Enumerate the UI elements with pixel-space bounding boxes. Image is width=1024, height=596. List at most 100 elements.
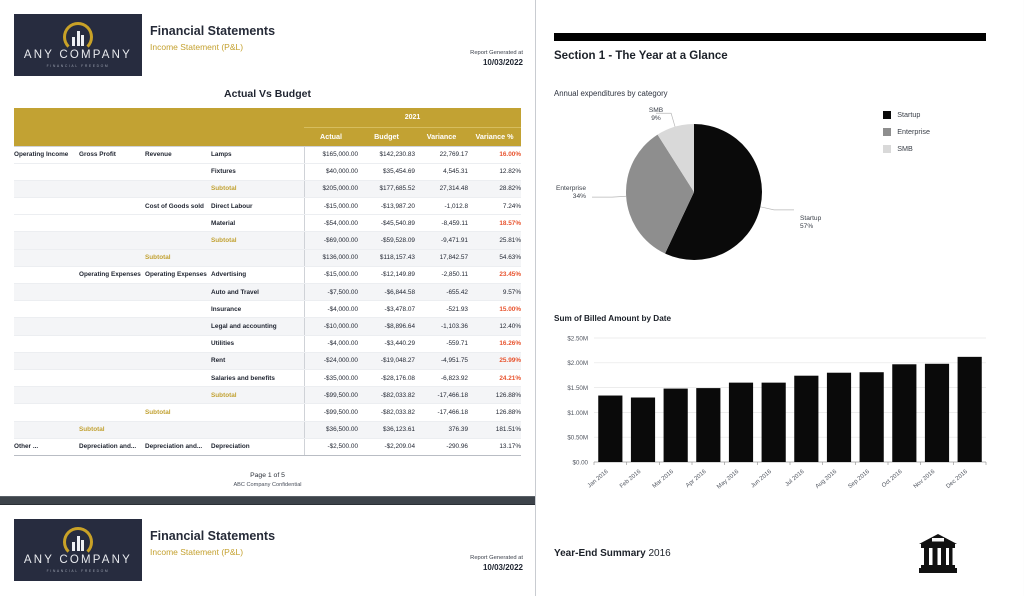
pie-chart[interactable]: Startup 57% Enterprise 34% SMB 9% Startup Ent… xyxy=(554,100,986,285)
table-row[interactable]: Operating Expenses Operating Expenses Adve… xyxy=(14,266,522,285)
cell-variance-pct: 18.57% xyxy=(468,214,522,233)
cell-actual: -$4,000.00 xyxy=(303,335,358,353)
table-row[interactable]: Subtotal -$99,500.00 -$82,033.82 -17,466.18… xyxy=(14,386,522,405)
column-header-variance-pct[interactable]: Variance % xyxy=(468,126,522,146)
sheet-title: Actual Vs Budget xyxy=(224,88,311,100)
report-page-1: ANY COMPANY FINANCIAL FREEDOM Financial … xyxy=(0,0,535,488)
bar-dec-2016[interactable] xyxy=(957,356,982,462)
table-row[interactable]: Rent -$24,000.00 -$19,048.27 -4,951.75 25.99… xyxy=(14,352,522,370)
row-level3 xyxy=(145,352,211,370)
pie-slice-startup[interactable] xyxy=(665,124,762,260)
row-level3 xyxy=(145,317,211,336)
row-level2 xyxy=(79,386,145,405)
row-level2 xyxy=(79,214,145,233)
cell-variance-pct: 15.00% xyxy=(468,300,522,319)
company-logo: ANY COMPANY FINANCIAL FREEDOM xyxy=(14,14,142,76)
bar-may-2016[interactable] xyxy=(728,382,754,462)
column-header-actual[interactable]: Actual xyxy=(304,126,358,146)
row-level1 xyxy=(14,180,79,199)
bar-feb-2016[interactable] xyxy=(630,397,656,462)
document-pane[interactable]: ANY COMPANY FINANCIAL FREEDOM Financial … xyxy=(0,0,536,596)
table-row[interactable]: Subtotal -$69,000.00 -$59,528.09 -9,471.91 2… xyxy=(14,231,522,250)
bar-oct-2016[interactable] xyxy=(892,364,917,462)
legend-label-smb: SMB xyxy=(897,144,913,153)
row-level1 xyxy=(14,421,79,439)
bar-chart[interactable]: $0.00 $0.50M $1.00M $1.50M $2.00M $2.50M Jan 2… xyxy=(554,330,994,505)
cell-variance: -521.93 xyxy=(415,300,468,319)
table-row[interactable]: Subtotal $205,000.00 $177,685.52 27,314.48 2… xyxy=(14,180,522,199)
x-axis-tick-label: Jan 2016 xyxy=(587,469,610,490)
x-axis-tick-label: Mar 2016 xyxy=(652,469,676,490)
cell-actual: $36,500.00 xyxy=(303,421,358,439)
legend-swatch-enterprise xyxy=(883,127,892,136)
row-level2 xyxy=(79,231,145,250)
bar-nov-2016[interactable] xyxy=(924,363,950,462)
bar-jul-2016[interactable] xyxy=(794,375,819,462)
cell-budget: -$13,987.20 xyxy=(358,197,415,216)
page-subtitle-2: Income Statement (P&L) xyxy=(150,546,244,557)
bar-jan-2016[interactable] xyxy=(598,395,623,462)
legend-item-startup[interactable]: Startup xyxy=(883,110,930,119)
confidential-note: ABC Company Confidential xyxy=(233,481,302,488)
table-row[interactable]: Other ... Depreciation and... Depreciation… xyxy=(14,437,522,456)
bar-apr-2016[interactable] xyxy=(696,388,721,462)
x-axis-tick-label: Apr 2016 xyxy=(685,469,708,490)
pie-value-enterprise: 34% xyxy=(573,193,586,200)
table-row[interactable]: Subtotal $136,000.00 $118,157.43 17,842.57 5… xyxy=(14,249,522,267)
table-row[interactable]: Material -$54,000.00 -$45,540.89 -8,459.11 1… xyxy=(14,214,522,233)
x-axis-tick-label: Aug 2016 xyxy=(815,469,839,491)
cell-variance: 22,769.17 xyxy=(415,145,468,164)
cell-variance: -9,471.91 xyxy=(415,231,468,250)
cell-actual: $165,000.00 xyxy=(303,145,358,164)
row-level4: Rent xyxy=(211,352,304,370)
row-level1 xyxy=(14,403,79,422)
page-title-2: Financial Statements xyxy=(150,528,276,543)
row-level3 xyxy=(145,180,211,199)
legend-item-enterprise[interactable]: Enterprise xyxy=(883,127,930,136)
row-level3 xyxy=(145,421,211,439)
column-header-variance[interactable]: Variance xyxy=(415,126,468,146)
bar-sep-2016[interactable] xyxy=(859,372,884,462)
table-row[interactable]: Auto and Travel -$7,500.00 -$6,844.58 -655.… xyxy=(14,283,522,302)
row-level1 xyxy=(14,335,79,353)
y-axis-tick-label: $1.00M xyxy=(567,410,588,417)
cell-variance: 27,314.48 xyxy=(415,180,468,199)
table-row[interactable]: Legal and accounting -$10,000.00 -$8,896.6… xyxy=(14,317,522,336)
table-row[interactable]: Salaries and benefits -$35,000.00 -$28,176… xyxy=(14,369,522,388)
row-level4: Subtotal xyxy=(211,386,304,405)
table-row[interactable]: Subtotal $36,500.00 $36,123.61 376.39 181.51… xyxy=(14,421,522,439)
cell-variance-pct: 181.51% xyxy=(468,421,522,439)
table-row[interactable]: Subtotal -$99,500.00 -$82,033.82 -17,466.18… xyxy=(14,403,522,422)
cell-variance-pct: 23.45% xyxy=(468,266,522,285)
pie-leader-line xyxy=(656,112,676,127)
cell-budget: -$2,209.04 xyxy=(358,437,415,456)
legend-item-smb[interactable]: SMB xyxy=(883,144,930,153)
bar-aug-2016[interactable] xyxy=(826,372,852,462)
row-level4: Direct Labour xyxy=(211,197,304,216)
row-level1 xyxy=(14,283,79,302)
cell-variance-pct: 13.17% xyxy=(468,437,522,456)
table-row[interactable]: Insurance -$4,000.00 -$3,478.07 -521.93 15.0… xyxy=(14,300,522,319)
row-level3: Revenue xyxy=(145,145,211,164)
row-level3: Subtotal xyxy=(145,403,211,422)
year-end-year: 2016 xyxy=(648,548,671,559)
year-end-label: Year-End Summary xyxy=(554,548,646,559)
pie-slice-smb[interactable] xyxy=(657,124,694,192)
page-indicator: Page 1 of 5 xyxy=(250,471,285,479)
row-level1 xyxy=(14,214,79,233)
cell-actual: $136,000.00 xyxy=(303,249,358,267)
table-row[interactable]: Cost of Goods sold Direct Labour -$15,000.… xyxy=(14,197,522,216)
bar-mar-2016[interactable] xyxy=(663,388,688,462)
table-row[interactable]: Utilities -$4,000.00 -$3,440.29 -559.71 16.2… xyxy=(14,335,522,353)
row-level3 xyxy=(145,369,211,388)
dashboard-pane[interactable]: Section 1 - The Year at a Glance Annual … xyxy=(536,0,1023,596)
column-header-budget[interactable]: Budget xyxy=(358,126,415,146)
row-level1 xyxy=(14,266,79,285)
pie-slice-enterprise[interactable] xyxy=(626,134,694,254)
bar-jun-2016[interactable] xyxy=(761,382,786,462)
table-row[interactable]: Operating Income Gross Profit Revenue Lamps… xyxy=(14,145,522,164)
cell-budget: -$6,844.58 xyxy=(358,283,415,302)
table-row[interactable]: Fixtures $40,000.00 $35,454.69 4,545.31 12.8… xyxy=(14,163,522,181)
cell-budget: -$45,540.89 xyxy=(358,214,415,233)
